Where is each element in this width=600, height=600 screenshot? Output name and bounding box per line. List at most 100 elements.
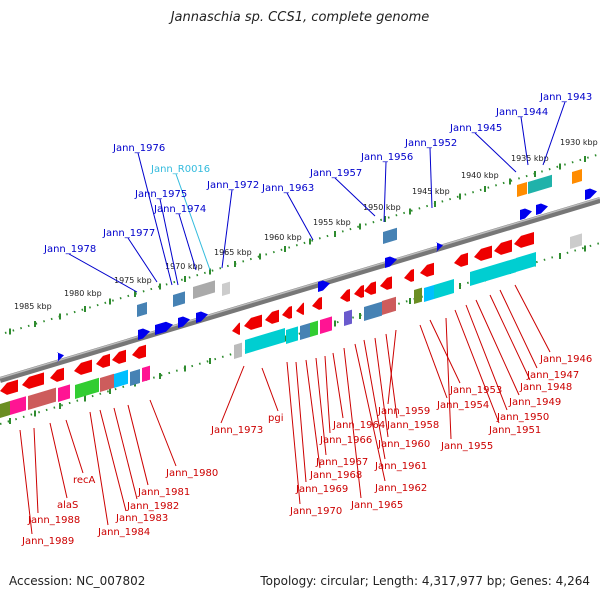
leader-line xyxy=(429,319,461,384)
gene-block xyxy=(28,387,56,410)
gene-label: Jann_R0016 xyxy=(150,164,210,175)
gene-label: Jann_1951 xyxy=(488,425,541,436)
gene-arrow xyxy=(420,262,434,277)
gene-block xyxy=(58,384,70,402)
gene-label: Jann_1970 xyxy=(289,506,342,517)
gene-block xyxy=(75,377,99,399)
gene-label: Jann_1972 xyxy=(206,180,259,191)
leader-line xyxy=(68,253,138,293)
leader-line xyxy=(465,304,508,411)
gene-arrow xyxy=(265,309,279,324)
gene-label: Jann_1961 xyxy=(374,461,427,472)
gene-label: Jann_1948 xyxy=(519,382,572,393)
gene-arrow xyxy=(132,344,146,359)
leader-line xyxy=(374,337,389,438)
gene-label: Jann_1964 xyxy=(332,420,385,431)
gene-arrow xyxy=(112,349,126,364)
gene-arrow xyxy=(0,379,18,395)
gene-label: Jann_1946 xyxy=(539,354,592,365)
gene-label: Jann_1965 xyxy=(350,500,403,511)
gene-block xyxy=(137,302,147,317)
gene-label: Jann_1975 xyxy=(134,189,187,200)
gene-label: Jann_1973 xyxy=(210,425,263,436)
leader-line xyxy=(261,367,279,412)
leader-line xyxy=(65,419,84,474)
leader-line xyxy=(286,361,301,505)
gene-arrow xyxy=(494,239,512,255)
backbone xyxy=(0,197,600,383)
gene-label: Jann_1966 xyxy=(319,435,372,446)
leader-line xyxy=(332,352,344,419)
gene-block xyxy=(516,252,536,272)
gene-block xyxy=(234,342,242,359)
leader-line xyxy=(520,116,529,166)
leader-line xyxy=(385,333,398,419)
gene-block xyxy=(528,174,552,194)
gene-label: Jann_1945 xyxy=(449,123,502,134)
gene-block xyxy=(470,258,516,286)
gene-arrow xyxy=(155,321,173,335)
label-leaders xyxy=(19,101,566,535)
gene-labels: Jann_1976 Jann_R0016 Jann_1975 Jann_1974 Jan… xyxy=(21,92,592,547)
gene-label: Jann_1943 xyxy=(539,92,592,103)
gene-arrow xyxy=(514,232,534,248)
gene-label: Jann_1974 xyxy=(153,204,206,215)
gene-label: Jann_1976 xyxy=(112,143,165,154)
ruler-tick-label: 1970 kbp xyxy=(165,262,203,271)
leader-line xyxy=(445,317,452,440)
gene-label: alaS xyxy=(57,500,78,511)
leader-line xyxy=(315,357,327,456)
leader-line xyxy=(89,411,109,526)
leader-line xyxy=(137,152,173,286)
gene-arrow xyxy=(96,353,110,368)
gene-label: Jann_1954 xyxy=(436,400,489,411)
leader-line xyxy=(383,161,387,223)
leader-line xyxy=(305,359,321,469)
gene-arrow xyxy=(454,252,468,267)
ruler-ticks: 1985 kbp 1980 kbp 1975 kbp 1970 kbp 1965 kbp… xyxy=(9,138,598,424)
gene-block xyxy=(0,401,10,418)
ruler-tick-label: 1930 kbp xyxy=(560,138,598,147)
gene-arrow xyxy=(364,281,376,295)
gene-arrow xyxy=(74,359,92,375)
leader-line xyxy=(354,343,386,482)
gene-label: Jann_1967 xyxy=(315,457,368,468)
ruler-tick-label: 1980 kbp xyxy=(64,289,102,298)
gene-block xyxy=(286,326,298,344)
gene-arrow xyxy=(50,367,64,382)
gene-block xyxy=(424,285,434,302)
gene-arrow xyxy=(474,245,492,261)
gene-label: Jann_1981 xyxy=(137,487,190,498)
ruler-tick-label: 1955 kbp xyxy=(313,218,351,227)
leader-line xyxy=(499,289,538,369)
leader-line xyxy=(33,427,39,514)
genome-summary: Topology: circular; Length: 4,317,977 bp… xyxy=(260,574,590,588)
leader-line xyxy=(489,294,531,381)
leader-line xyxy=(127,404,149,486)
gene-features xyxy=(0,169,597,418)
gene-arrow xyxy=(536,203,548,215)
gene-block xyxy=(434,279,454,299)
gene-arrow xyxy=(282,306,292,319)
gene-label: Jann_1944 xyxy=(495,107,548,118)
gene-label: Jann_1960 xyxy=(377,439,430,450)
gene-label: Jann_1978 xyxy=(43,244,96,255)
ruler-tick-label: 1935 kbp xyxy=(511,154,549,163)
leader-line xyxy=(474,132,517,173)
gene-arrow xyxy=(404,269,414,282)
gene-arrow xyxy=(354,285,364,298)
gene-arrow xyxy=(340,289,350,302)
gene-label: Jann_1957 xyxy=(309,168,362,179)
ruler-tick-label: 1945 kbp xyxy=(412,187,450,196)
gene-arrow xyxy=(520,208,532,220)
gene-arrow xyxy=(57,352,64,363)
leader-line xyxy=(159,198,179,286)
gene-block xyxy=(572,169,582,184)
leader-line xyxy=(220,365,245,424)
gene-block xyxy=(300,323,310,340)
gene-arrow xyxy=(436,242,443,253)
gene-arrow xyxy=(244,314,262,330)
leader-line xyxy=(324,355,331,434)
leader-line xyxy=(221,189,233,269)
